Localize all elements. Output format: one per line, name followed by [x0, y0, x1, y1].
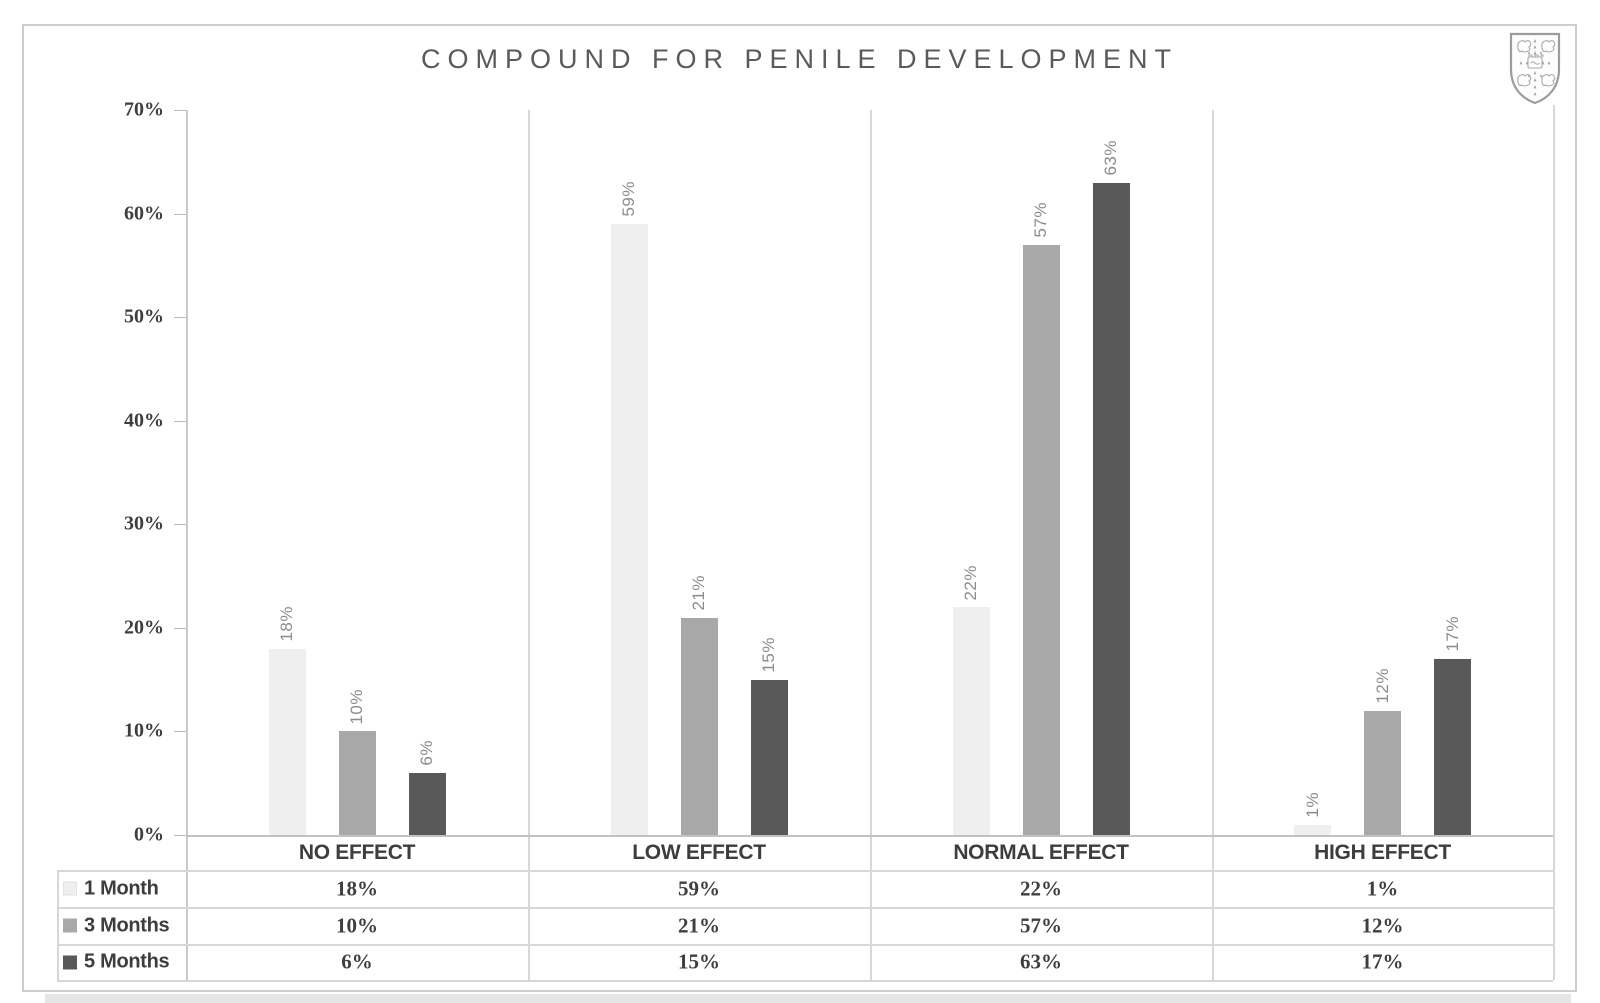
- bar-data-label: 63%: [1101, 139, 1120, 176]
- grid-line-horizontal: [57, 980, 1553, 982]
- grid-line-horizontal: [57, 944, 1553, 946]
- grid-line-vertical: [186, 110, 188, 980]
- y-axis-tick: [174, 110, 186, 111]
- bar-3-months: [680, 617, 718, 835]
- bar-data-label: 21%: [689, 574, 708, 611]
- legend-label: 3 Months: [84, 914, 170, 936]
- legend-row-5-months: 5 Months: [63, 950, 170, 974]
- legend-row-1-month: 1 Month: [63, 877, 159, 900]
- bar-data-label: 12%: [1372, 668, 1392, 704]
- bar-data-label: 17%: [1442, 616, 1462, 652]
- category-label: LOW EFFECT: [632, 840, 766, 864]
- bar-data-label: 1%: [1302, 792, 1322, 818]
- bar-data-label: 57%: [1031, 202, 1050, 238]
- category-label: NO EFFECT: [298, 840, 416, 864]
- grid-line-vertical: [57, 870, 59, 980]
- bar-data-label: 22%: [961, 564, 980, 601]
- bottom-strip-decoration: [45, 994, 1571, 1003]
- grid-line-vertical: [1553, 105, 1555, 980]
- table-cell-value: 1%: [1366, 876, 1399, 900]
- grid-line-horizontal: [57, 870, 1553, 872]
- table-cell-value: 15%: [678, 949, 720, 974]
- legend-row-3-months: 3 Months: [63, 914, 170, 937]
- table-cell-value: 63%: [1020, 949, 1062, 974]
- bar-1-month: [610, 223, 648, 835]
- y-axis-tick: [174, 213, 186, 215]
- y-axis-tick: [174, 835, 186, 836]
- bar-3-months: [1022, 244, 1060, 835]
- legend-label: 1 Month: [84, 877, 159, 899]
- legend-swatch-icon: [63, 881, 77, 896]
- bar-data-label: 15%: [759, 637, 778, 673]
- chart-title: COMPOUND FOR PENILE DEVELOPMENT: [420, 44, 1179, 74]
- y-axis-tick: [174, 317, 186, 319]
- grid-line-vertical: [528, 110, 530, 980]
- y-axis-tick: [174, 627, 186, 629]
- bar-3-months: [1364, 710, 1401, 835]
- y-axis-label: 60%: [124, 202, 164, 225]
- table-cell-value: 12%: [1361, 913, 1404, 937]
- grid-line-vertical: [870, 110, 872, 980]
- y-axis-tick: [174, 420, 186, 422]
- bar-5-months: [408, 772, 446, 835]
- bar-5-months: [1092, 182, 1130, 835]
- grid-line-horizontal: [57, 907, 1553, 909]
- bar-data-label: 18%: [277, 606, 296, 642]
- y-axis-label: 30%: [124, 512, 164, 535]
- legend-swatch-icon: [63, 918, 77, 933]
- table-cell-value: 59%: [678, 876, 720, 900]
- table-cell-value: 18%: [336, 876, 378, 900]
- bar-1-month: [952, 607, 990, 835]
- category-label: HIGH EFFECT: [1314, 840, 1451, 864]
- bar-5-months: [750, 679, 788, 835]
- grid-line-vertical: [1212, 110, 1214, 980]
- legend-label: 5 Months: [84, 950, 170, 973]
- y-axis-label: 50%: [124, 305, 164, 328]
- bar-data-label: 59%: [619, 181, 638, 217]
- y-axis-label: 10%: [124, 719, 164, 742]
- table-cell-value: 6%: [341, 949, 373, 974]
- y-axis-label: 20%: [124, 616, 164, 639]
- y-axis-tick: [174, 731, 186, 733]
- bar-3-months: [338, 731, 376, 835]
- y-axis-tick: [174, 524, 186, 526]
- y-axis-label: 0%: [134, 823, 164, 846]
- table-cell-value: 22%: [1020, 876, 1062, 900]
- bar-5-months: [1434, 658, 1471, 835]
- bar-1-month: [1294, 824, 1331, 835]
- y-axis-label: 40%: [124, 409, 164, 432]
- bar-1-month: [268, 648, 306, 835]
- table-cell-value: 57%: [1020, 913, 1062, 937]
- table-cell-value: 10%: [336, 913, 378, 937]
- table-cell-value: 17%: [1361, 949, 1404, 974]
- legend-swatch-icon: [63, 955, 77, 969]
- grid-line-horizontal: [186, 835, 1553, 837]
- bar-data-label: 10%: [347, 688, 366, 725]
- table-cell-value: 21%: [678, 913, 720, 937]
- university-crest-icon: [1509, 32, 1561, 105]
- bar-data-label: 6%: [417, 740, 436, 766]
- category-label: NORMAL EFFECT: [953, 840, 1129, 864]
- y-axis-label: 70%: [124, 98, 164, 121]
